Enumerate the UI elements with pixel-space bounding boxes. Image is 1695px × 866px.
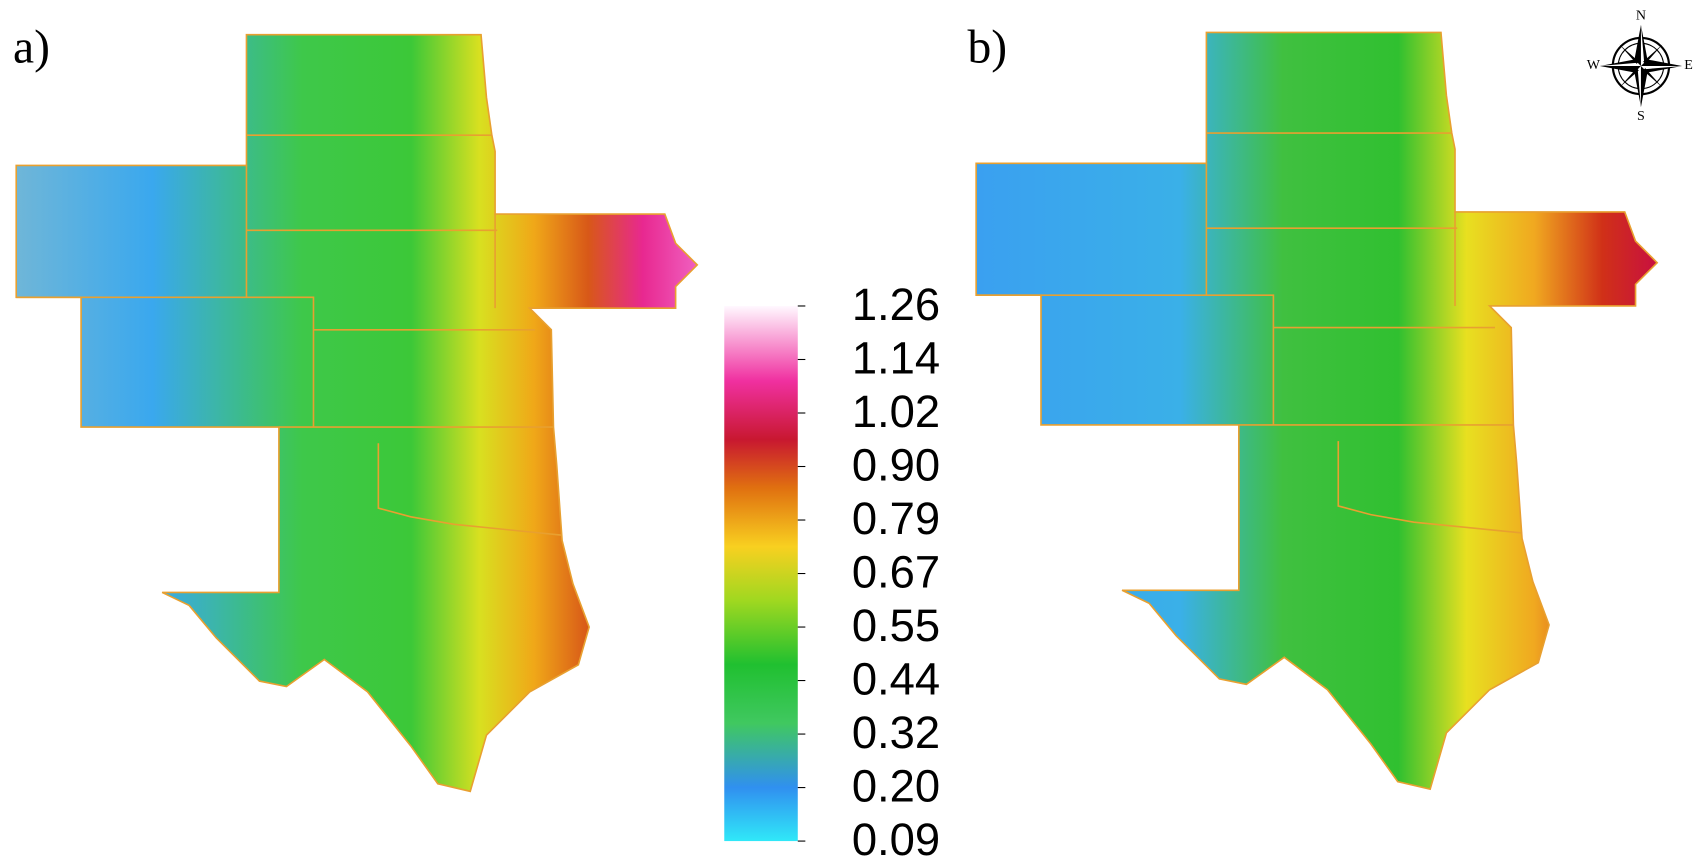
colorbar-label: 0.09	[852, 814, 940, 865]
figure: a) b) 1.261.141.020.900.790.670.550.440.…	[0, 0, 1695, 866]
colorbar-label: 0.79	[852, 493, 940, 544]
colorbar-label: 0.55	[852, 600, 940, 651]
colorbar: 1.261.141.020.900.790.670.550.440.320.20…	[724, 279, 940, 865]
colorbar-label: 1.26	[852, 279, 940, 330]
colorbar-label: 0.67	[852, 547, 940, 598]
colorbar-label: 0.44	[852, 654, 940, 705]
colorbar-label: 0.32	[852, 707, 940, 758]
panel-label: b)	[967, 22, 1007, 74]
map-a	[16, 35, 697, 792]
compass-east: E	[1684, 57, 1693, 73]
compass-north: N	[1636, 7, 1646, 23]
colorbar-label: 1.02	[852, 386, 940, 437]
panel-label: a)	[13, 22, 50, 74]
compass-west: W	[1587, 57, 1601, 73]
compass: N S E W	[1587, 7, 1693, 124]
colorbar-label: 1.14	[852, 333, 940, 384]
compass-south: S	[1637, 108, 1645, 124]
colorbar-label: 0.90	[852, 440, 940, 491]
colorbar-label: 0.20	[852, 761, 940, 812]
map-b	[976, 32, 1657, 789]
